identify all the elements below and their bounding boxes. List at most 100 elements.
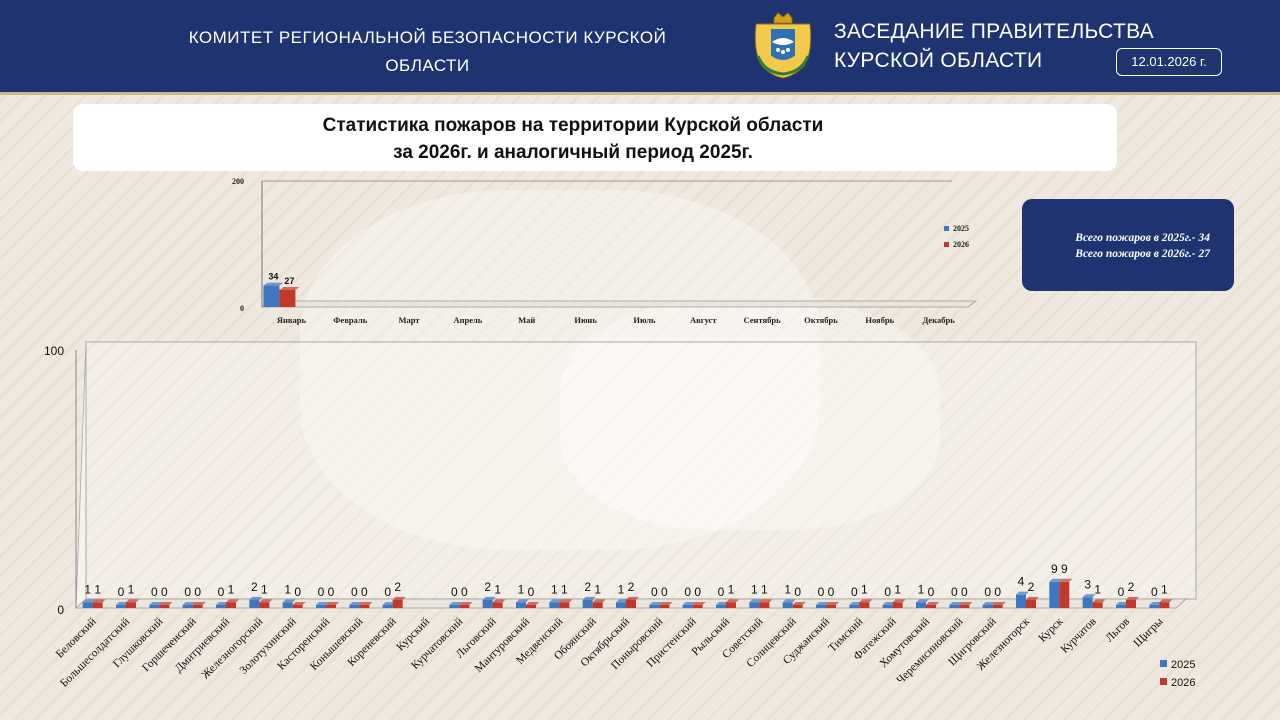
chart2-bar-top-2026 bbox=[592, 599, 606, 603]
chart2-bar-top-2025 bbox=[82, 599, 96, 603]
chart2-ytick-label: 0 bbox=[57, 603, 64, 617]
chart2-bar-top-2025 bbox=[249, 596, 263, 600]
chart2-bar-2025 bbox=[382, 605, 393, 608]
chart2-bar-2025 bbox=[949, 605, 960, 608]
chart2-bar-2025 bbox=[1016, 594, 1026, 608]
chart2-data-label: 1 bbox=[1094, 582, 1101, 596]
chart2-bar-2025 bbox=[116, 605, 126, 608]
chart2-bar-top-2025 bbox=[349, 602, 363, 605]
slide-title: Статистика пожаров на территории Курской… bbox=[73, 112, 1073, 166]
chart2-bar-top-2026 bbox=[992, 602, 1006, 605]
chart2-bar-top-2025 bbox=[1149, 602, 1163, 605]
chart2-bar-2025 bbox=[1149, 605, 1160, 608]
chart2-data-label: 0 bbox=[1151, 585, 1158, 599]
chart2-data-label: 0 bbox=[994, 585, 1001, 599]
chart2-bar-2026 bbox=[392, 599, 403, 608]
chart2-data-label: 0 bbox=[1118, 585, 1125, 599]
chart2-bar-top-2026 bbox=[892, 599, 906, 603]
chart2-legend-label: 2026 bbox=[1171, 677, 1195, 689]
chart2-bar-top-2026 bbox=[926, 602, 939, 605]
chart1-ytick-label: 200 bbox=[232, 177, 244, 186]
chart2-data-label: 0 bbox=[528, 585, 535, 599]
chart2-data-label: 1 bbox=[128, 582, 135, 596]
chart2-bar-2025 bbox=[882, 605, 893, 608]
chart2-data-label: 1 bbox=[518, 582, 525, 596]
chart1-month-label: Сентябрь bbox=[744, 315, 782, 325]
chart2-data-label: 0 bbox=[661, 585, 668, 599]
chart2-data-label: 0 bbox=[718, 585, 725, 599]
chart2-bar-top-2026 bbox=[159, 602, 173, 605]
chart2-bar-top-2025 bbox=[649, 602, 663, 605]
chart2-back-wall bbox=[85, 341, 1197, 600]
chart2-data-label: 0 bbox=[451, 585, 458, 599]
chart2-bar-top-2025 bbox=[616, 599, 629, 603]
chart2-bar-top-2025 bbox=[182, 602, 196, 605]
chart2-bar-2026 bbox=[559, 602, 570, 608]
chart2-data-label: 1 bbox=[228, 582, 235, 596]
chart2-data-label: 0 bbox=[651, 585, 658, 599]
chart2-legend-label: 2025 bbox=[1171, 659, 1195, 671]
chart2-data-label: 1 bbox=[551, 582, 558, 596]
summary-line-2025: Всего пожаров в 2025г.- 34 bbox=[1075, 232, 1210, 244]
chart2-bar-2026 bbox=[1126, 599, 1136, 608]
chart2-bar-2026 bbox=[192, 605, 203, 608]
chart2-bar-2026 bbox=[659, 605, 670, 608]
chart2-bar-2026 bbox=[926, 605, 936, 608]
chart2-bar-top-2026 bbox=[226, 599, 239, 603]
chart2-data-label: 0 bbox=[194, 585, 201, 599]
chart1-legend-label: 2025 bbox=[953, 224, 969, 233]
chart2-bar-top-2026 bbox=[859, 599, 873, 603]
chart2-bar-top-2025 bbox=[982, 602, 996, 605]
summary-text: Всего пожаров в 2025г.- 34 Всего пожаров… bbox=[1022, 230, 1210, 262]
chart2-bar-top-2025 bbox=[916, 599, 929, 603]
chart2-bar-2025 bbox=[216, 605, 226, 608]
chart2-data-label: 1 bbox=[751, 582, 758, 596]
committee-name: КОМИТЕТ РЕГИОНАЛЬНОЙ БЕЗОПАСНОСТИ КУРСКО… bbox=[188, 28, 667, 75]
chart1-bar-top-2026 bbox=[279, 286, 300, 290]
chart2-bar-top-2025 bbox=[1049, 578, 1063, 582]
chart1-legend-label: 2026 bbox=[953, 240, 969, 249]
chart2-bar-2026 bbox=[859, 602, 870, 608]
chart2-bar-top-2025 bbox=[1082, 594, 1096, 598]
chart2-bar-top-2025 bbox=[682, 602, 696, 605]
chart2-data-label: 2 bbox=[584, 580, 591, 594]
government-title: ЗАСЕДАНИЕ ПРАВИТЕЛЬСТВА КУРСКОЙ ОБЛАСТИ bbox=[834, 17, 1154, 75]
chart2-data-label: 1 bbox=[594, 582, 601, 596]
chart2-bar-top-2025 bbox=[782, 599, 796, 603]
chart2-bar-top-2025 bbox=[516, 599, 529, 603]
chart2-bar-2025 bbox=[149, 605, 160, 608]
chart2-bar-2025 bbox=[249, 599, 260, 608]
chart2-bar-top-2025 bbox=[949, 602, 963, 605]
chart2-bar-top-2025 bbox=[382, 602, 396, 605]
chart2-bar-top-2025 bbox=[716, 602, 729, 605]
chart2-bar-2026 bbox=[459, 605, 470, 608]
chart2-bar-2026 bbox=[526, 605, 536, 608]
chart2-bar-top-2026 bbox=[826, 602, 839, 605]
chart1-month-label: Апрель bbox=[454, 315, 483, 325]
chart2-bar-top-2025 bbox=[816, 602, 829, 605]
chart2-bar-2025 bbox=[716, 605, 726, 608]
chart2-bar-2026 bbox=[492, 602, 503, 608]
chart2-district-label: Щигры bbox=[1132, 615, 1166, 649]
chart2-bar-2025 bbox=[482, 599, 493, 608]
chart2-bar-top-2026 bbox=[726, 599, 739, 603]
chart2-data-label: 2 bbox=[628, 580, 635, 594]
chart2-data-label: 0 bbox=[928, 585, 935, 599]
chart2-bar-top-2025 bbox=[849, 602, 863, 605]
chart2-bar-top-2026 bbox=[259, 599, 273, 603]
chart2-bar-top-2025 bbox=[149, 602, 163, 605]
coat-of-arms-icon bbox=[754, 12, 812, 79]
chart2-data-label: 9 bbox=[1061, 562, 1068, 576]
chart1-data-label: 34 bbox=[268, 272, 278, 282]
chart2-bar-2025 bbox=[982, 605, 993, 608]
chart2-data-label: 0 bbox=[951, 585, 958, 599]
chart2-data-label: 1 bbox=[561, 582, 568, 596]
chart2-bar-2025 bbox=[549, 602, 560, 608]
chart2-data-label: 0 bbox=[184, 585, 191, 599]
chart2-bar-2025 bbox=[749, 602, 760, 608]
chart2-district-label: Льгов bbox=[1103, 615, 1132, 644]
chart2-bar-2025 bbox=[782, 602, 793, 608]
chart2-data-label: 0 bbox=[828, 585, 835, 599]
chart1-month-label: Январь bbox=[277, 315, 307, 325]
chart2-bar-2025 bbox=[282, 602, 293, 608]
